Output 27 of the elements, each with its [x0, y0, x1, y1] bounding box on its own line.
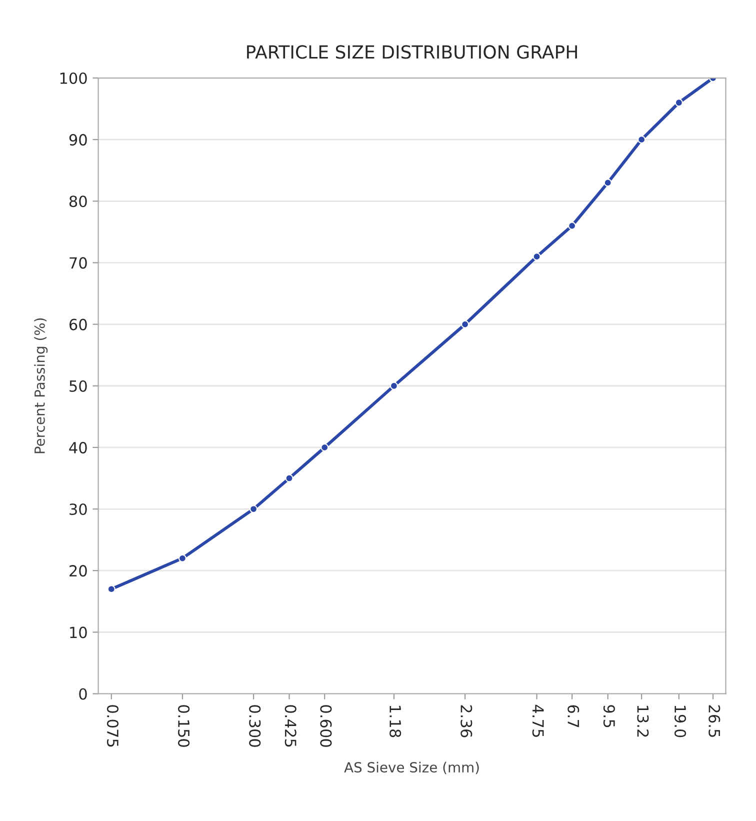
x-tick-label: 0.600: [320, 705, 332, 747]
x-tick-label: 0.075: [106, 705, 119, 747]
y-tick-label: 50: [70, 380, 87, 392]
x-tick-label: 6.7: [568, 705, 580, 728]
x-tick-label: 1.18: [390, 706, 402, 738]
x-tick-label: 0.150: [178, 705, 190, 747]
y-tick-label: 10: [70, 626, 87, 638]
y-tick-label: 80: [69, 196, 87, 208]
x-tick-label: 4.75: [532, 704, 544, 737]
x-tick-label: 19.0: [674, 706, 686, 738]
x-tick-label: 26.5: [708, 705, 720, 737]
x-tick-label: 13.2: [637, 706, 649, 737]
y-tick-label: 0: [79, 688, 87, 700]
chart-title: PARTICLE SIZE DISTRIBUTION GRAPH: [247, 45, 577, 59]
y-tick-label: 40: [69, 442, 87, 454]
y-tick-label: 60: [69, 318, 87, 330]
y-tick-label: 100: [60, 72, 87, 84]
y-tick-label: 70: [70, 257, 87, 269]
x-tick-label: 0.300: [249, 705, 261, 747]
x-tick-label: 2.36: [460, 705, 472, 738]
y-axis-title: Percent Passing (%): [34, 318, 48, 454]
y-tick-label: 30: [70, 503, 87, 516]
x-tick-label: 0.425: [284, 705, 296, 747]
x-tick-label: 9.5: [603, 705, 615, 728]
y-tick-label: 90: [69, 134, 87, 146]
x-axis-title: AS Sieve Size (mm): [344, 762, 479, 774]
y-tick-label: 20: [70, 565, 87, 577]
